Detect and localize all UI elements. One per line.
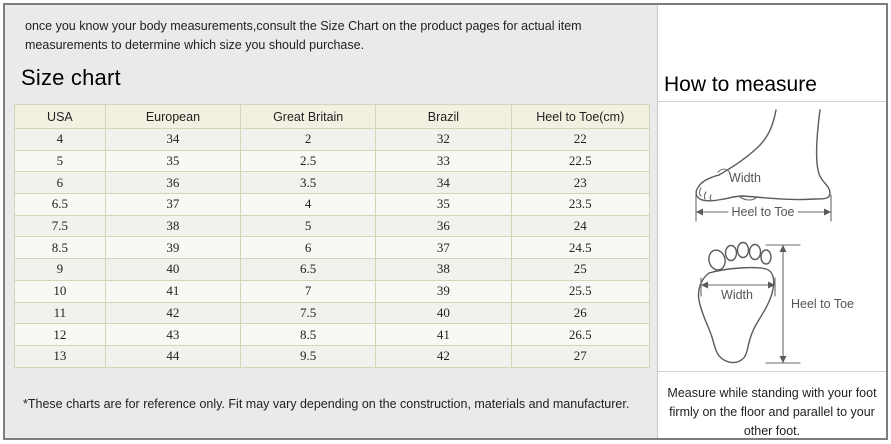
column-header: Brazil [375,104,512,129]
size-cell: 24.5 [510,236,651,260]
size-cell: 6 [14,171,106,195]
size-cell: 22 [510,128,651,151]
table-row: 13 44 9.5 42 27 [14,344,651,368]
size-cell: 4 [240,193,377,216]
footnote-text: *These charts are for reference only. Fi… [23,397,630,411]
size-cell: 44 [104,344,242,368]
table-row: 9 40 6.5 38 25 [14,258,651,281]
size-cell: 39 [104,236,242,260]
table-row: 4 34 2 32 22 [14,128,651,151]
size-cell: 8.5 [240,323,377,346]
size-cell: 6.5 [240,258,377,281]
size-cell: 38 [104,214,242,238]
table-row: 7.5 38 5 36 24 [14,214,651,238]
size-cell: 7.5 [240,301,377,325]
size-cell: 37 [375,236,512,260]
table-row: 11 42 7.5 40 26 [14,301,651,325]
size-cell: 25.5 [510,279,651,303]
size-cell: 9.5 [240,344,377,368]
column-header: Great Britain [240,104,377,129]
side-heel-to-toe-label: Heel to Toe [731,205,794,219]
size-cell: 5 [240,214,377,238]
size-cell: 36 [375,214,512,238]
column-header: European [104,104,242,129]
size-cell: 38 [375,258,512,281]
size-cell: 34 [104,128,242,151]
size-cell: 7.5 [14,214,106,238]
size-cell: 37 [104,193,242,216]
table-row: 5 35 2.5 33 22.5 [14,149,651,173]
size-cell: 13 [14,344,106,368]
size-cell: 4 [14,128,106,151]
size-cell: 42 [375,344,512,368]
table-row: 6 36 3.5 34 23 [14,171,651,195]
page-frame: once you know your body measurements,con… [3,3,888,440]
top-width-label: Width [721,288,753,302]
size-cell: 10 [14,279,106,303]
table-row: 12 43 8.5 41 26.5 [14,323,651,346]
foot-side-view-diagram: Width Heel to Toe [695,109,832,222]
size-cell: 8.5 [14,236,106,260]
size-cell: 41 [375,323,512,346]
size-chart-title: Size chart [21,65,121,90]
size-cell: 33 [375,149,512,173]
size-cell: 35 [375,193,512,216]
size-cell: 43 [104,323,242,346]
table-row: 10 41 7 39 25.5 [14,279,651,303]
size-chart-panel: once you know your body measurements,con… [5,5,657,438]
size-cell: 39 [375,279,512,303]
size-cell: 23.5 [510,193,651,216]
intro-text: once you know your body measurements,con… [25,19,582,53]
measure-note: Measure while standing with your foot fi… [667,386,877,438]
size-cell: 11 [14,301,106,325]
size-cell: 32 [375,128,512,151]
size-cell: 2.5 [240,149,377,173]
size-cell: 2 [240,128,377,151]
column-header: Heel to Toe(cm) [510,104,651,129]
size-cell: 23 [510,171,651,195]
size-cell: 36 [104,171,242,195]
how-to-measure-panel: How to measure Width Heel to Toe [657,5,886,438]
size-cell: 5 [14,149,106,173]
size-cell: 41 [104,279,242,303]
measure-diagrams: Width Heel to Toe [658,102,886,372]
size-cell: 40 [375,301,512,325]
size-cell: 25 [510,258,651,281]
how-to-measure-title: How to measure [664,73,817,96]
size-cell: 6.5 [14,193,106,216]
table-row: 8.5 39 6 37 24.5 [14,236,651,260]
foot-top-view-diagram: Width Heel to Toe [697,241,854,364]
size-cell: 3.5 [240,171,377,195]
size-cell: 35 [104,149,242,173]
how-to-measure-header: How to measure [658,5,886,102]
size-cell: 9 [14,258,106,281]
size-cell: 7 [240,279,377,303]
size-cell: 24 [510,214,651,238]
table-body: 4 34 2 32 22 5 35 2.5 33 22.5 6 36 3.5 34 23 6.5 37 4 35 23… [14,128,651,368]
table-header-row: USA European Great Britain Brazil Heel to To… [14,104,651,129]
size-cell: 12 [14,323,106,346]
size-cell: 6 [240,236,377,260]
size-cell: 22.5 [510,149,651,173]
size-cell: 40 [104,258,242,281]
size-cell: 42 [104,301,242,325]
size-cell: 27 [510,344,651,368]
size-chart-table: USA European Great Britain Brazil Heel to To… [14,104,651,368]
size-cell: 34 [375,171,512,195]
top-heel-to-toe-label: Heel to Toe [791,297,854,311]
column-header: USA [14,104,106,129]
table-row: 6.5 37 4 35 23.5 [14,193,651,216]
side-width-label: Width [729,171,761,185]
size-cell: 26 [510,301,651,325]
size-cell: 26.5 [510,323,651,346]
